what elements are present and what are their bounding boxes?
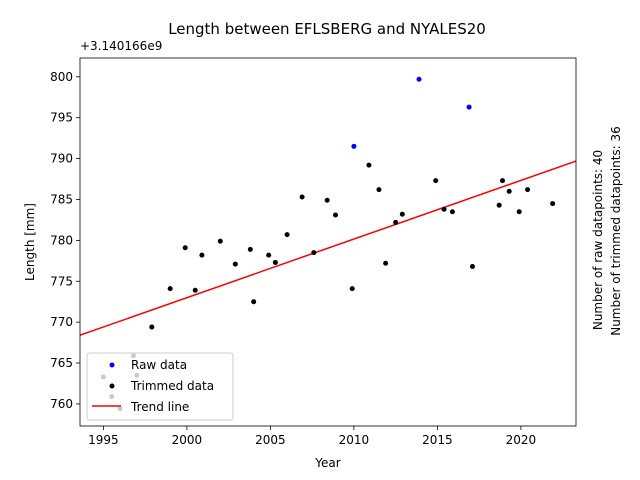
- x-axis: 1995 2000 2005 2010 2015 2020: [88, 426, 536, 447]
- x-tick-label: 2000: [172, 433, 203, 447]
- trimmed-data-point: [516, 209, 522, 215]
- y-axis: 760 765 770 775 780 785 790 795 800: [50, 70, 80, 411]
- trimmed-data-point: [299, 194, 305, 200]
- trimmed-data-point: [333, 212, 339, 218]
- trimmed-data-point: [266, 252, 272, 258]
- trimmed-data-point: [251, 299, 257, 305]
- legend-trimmed-label: Trimmed data: [130, 379, 214, 393]
- legend-box: [86, 352, 234, 421]
- y-tick-label: 770: [50, 315, 73, 329]
- raw-data-point: [466, 104, 472, 110]
- plot-frame: [79, 57, 577, 427]
- trimmed-data-point: [496, 202, 502, 208]
- trimmed-data-point: [232, 261, 238, 267]
- trimmed-data-point: [247, 246, 253, 252]
- trimmed-data-point: [449, 209, 455, 215]
- x-tick-label: 1995: [88, 433, 119, 447]
- trimmed-data-point: [324, 197, 330, 203]
- y-tick-label: 785: [50, 192, 73, 206]
- y-tick-label: 800: [50, 70, 73, 84]
- trimmed-data-point: [550, 201, 556, 207]
- trimmed-data-point: [376, 187, 382, 193]
- legend-raw-marker: [109, 362, 115, 368]
- trimmed-data-point: [506, 188, 512, 194]
- trimmed-data-point: [284, 232, 290, 238]
- y-tick-label: 790: [50, 152, 73, 166]
- trimmed-data-point: [399, 211, 405, 217]
- y-tick-label: 765: [50, 356, 73, 370]
- trimmed-data-point: [311, 250, 317, 256]
- trimmed-data-point: [217, 238, 223, 244]
- x-axis-label: Year: [314, 456, 340, 470]
- trimmed-data-point: [383, 260, 389, 266]
- trimmed-data-point: [500, 178, 506, 184]
- trimmed-data-point: [192, 287, 198, 293]
- x-tick-label: 2015: [422, 433, 453, 447]
- trimmed-data-point: [349, 286, 355, 292]
- raw-data-series: [351, 76, 472, 149]
- trend-line: [80, 160, 576, 336]
- raw-count-annotation: Number of raw datapoints: 40: [591, 150, 605, 330]
- y-tick-label: 795: [50, 111, 73, 125]
- legend-trimmed-marker: [109, 383, 115, 389]
- y-tick-label: 760: [50, 397, 73, 411]
- trimmed-data-point: [366, 162, 372, 168]
- legend-raw-label: Raw data: [131, 358, 187, 372]
- raw-data-point: [416, 76, 422, 82]
- trimmed-data-point: [393, 219, 399, 225]
- raw-data-point: [351, 143, 357, 149]
- trimmed-data-point: [433, 178, 439, 184]
- x-tick-label: 2005: [255, 433, 286, 447]
- trimmed-data-point: [441, 206, 447, 212]
- legend-trend-label: Trend line: [130, 400, 189, 414]
- trimmed-data-point: [469, 264, 475, 270]
- x-tick-label: 2020: [506, 433, 537, 447]
- trimmed-data-point: [167, 286, 173, 292]
- legend: Raw data Trimmed data Trend line: [86, 352, 234, 421]
- trimmed-data-point: [149, 324, 155, 330]
- chart-title: Length between EFLSBERG and NYALES20: [168, 20, 486, 38]
- y-tick-label: 775: [50, 274, 73, 288]
- y-axis-label: Length [mm]: [23, 203, 37, 281]
- y-tick-label: 780: [50, 233, 73, 247]
- trimmed-data-point: [525, 187, 531, 193]
- trimmed-data-point: [182, 245, 188, 251]
- x-tick-label: 2010: [339, 433, 370, 447]
- trimmed-count-annotation: Number of trimmed datapoints: 36: [609, 126, 623, 336]
- trimmed-data-point: [199, 252, 205, 258]
- trimmed-data-point: [272, 259, 278, 265]
- y-offset-label: +3.140166e9: [80, 39, 162, 53]
